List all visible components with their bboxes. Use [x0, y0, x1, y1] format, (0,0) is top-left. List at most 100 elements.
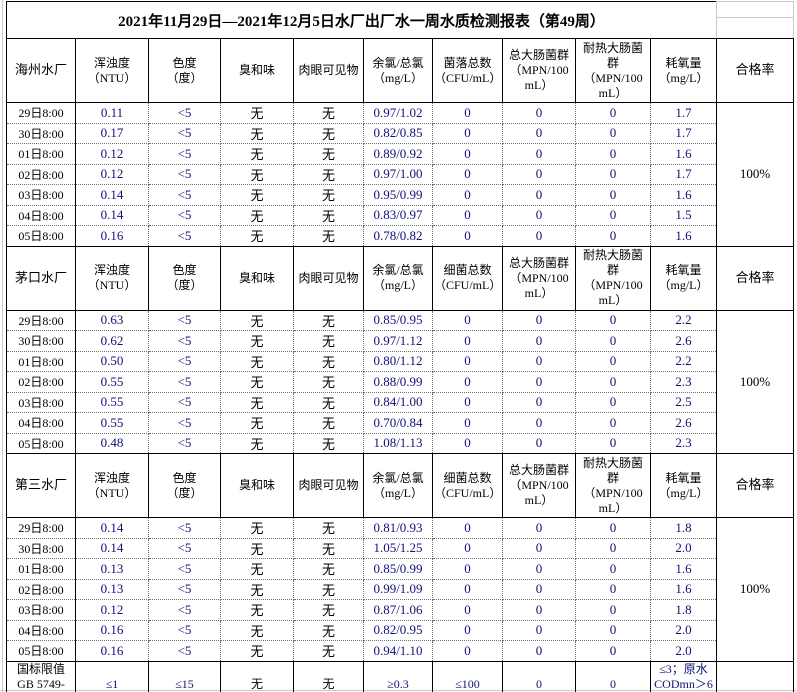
value-cell: 0.16 — [75, 225, 149, 247]
value-cell: 无 — [220, 163, 294, 185]
value-cell: 无 — [293, 143, 364, 165]
value-cell: 0.12 — [75, 599, 149, 621]
table-row: 03日8:00 0.12 <5 无无 0.87/1.06 0 0 0 1.8 — [6, 599, 794, 621]
value-cell: 0 — [575, 517, 651, 539]
value-cell: 0 — [432, 578, 503, 600]
value-cell: 无 — [293, 599, 364, 621]
value-cell: 0.95/0.99 — [363, 184, 433, 206]
table-row: 01日8:00 0.50 <5 无无 0.80/1.12 0 0 0 2.2 — [6, 350, 794, 372]
value-cell: 0.13 — [75, 578, 149, 600]
table-row: 04日8:00 0.14 <5 无无 0.83/0.97 0 0 0 1.5 — [6, 204, 794, 226]
value-cell: 无 — [220, 122, 294, 144]
column-header: 色度 （度） — [148, 38, 221, 103]
value-cell: 0.16 — [75, 619, 149, 641]
limit-value-cell: ≤1 — [75, 660, 149, 692]
time-cell: 29日8:00 — [6, 309, 76, 331]
left-gridline — [2, 0, 3, 692]
value-cell: 0.12 — [75, 163, 149, 185]
value-cell: 1.6 — [650, 184, 717, 206]
value-cell: 无 — [220, 432, 294, 454]
section-header-row: 茅口水厂 浑浊度 （NTU） 色度 （度） 臭和味 肉眼可见物 余氯/总氯 （mg/L）细… — [6, 245, 794, 311]
value-cell: 0 — [575, 143, 651, 165]
column-header: 菌落总数 （CFU/mL） — [432, 38, 503, 103]
corner-gridline — [717, 17, 793, 18]
value-cell: 1.6 — [650, 143, 717, 165]
value-cell: 无 — [293, 309, 364, 331]
value-cell: 0 — [432, 122, 503, 144]
value-cell: 1.6 — [650, 578, 717, 600]
table-row: 29日8:00 0.14 <5 无无 0.81/0.93 0 0 0 1.8 100% — [6, 517, 794, 662]
value-cell: <5 — [148, 309, 221, 331]
value-cell: 0 — [575, 122, 651, 144]
time-cell: 02日8:00 — [6, 371, 76, 393]
value-cell: 0.14 — [75, 537, 149, 559]
value-cell: 0 — [575, 640, 651, 662]
value-cell: 无 — [293, 371, 364, 393]
value-cell: 0 — [502, 640, 576, 662]
value-cell: 2.3 — [650, 371, 717, 393]
value-cell: 0 — [575, 163, 651, 185]
column-header: 肉眼可见物 — [293, 453, 364, 518]
value-cell: 无 — [293, 184, 364, 206]
value-cell: <5 — [148, 517, 221, 539]
value-cell: 0 — [502, 371, 576, 393]
table-row: 05日8:00 0.48 <5 无无 1.08/1.13 0 0 0 2.3 — [6, 432, 794, 454]
value-cell: 0 — [502, 517, 576, 539]
column-header: 色度 （度） — [148, 453, 221, 518]
column-header: 浑浊度 （NTU） — [75, 453, 149, 518]
value-cell: 0 — [432, 619, 503, 641]
value-cell: <5 — [148, 640, 221, 662]
value-cell: 无 — [220, 204, 294, 226]
time-cell: 03日8:00 — [6, 184, 76, 206]
value-cell: 0 — [432, 163, 503, 185]
value-cell: 0 — [575, 599, 651, 621]
value-cell: 0 — [502, 537, 576, 559]
value-cell: 无 — [220, 184, 294, 206]
column-header: 余氯/总氯 （mg/L） — [363, 453, 433, 518]
value-cell: 1.6 — [650, 558, 717, 580]
value-cell: 0.14 — [75, 517, 149, 539]
value-cell: <5 — [148, 204, 221, 226]
value-cell: 1.7 — [650, 102, 717, 124]
value-cell: 0.55 — [75, 371, 149, 393]
plant-name: 茅口水厂 — [6, 245, 76, 311]
limit-value-cell: 0 — [575, 660, 651, 692]
value-cell: 0 — [432, 391, 503, 413]
value-cell: 1.8 — [650, 599, 717, 621]
column-header: 耐热大肠菌 群 （MPN/100 mL） — [575, 245, 651, 311]
value-cell: 0.97/1.12 — [363, 330, 433, 352]
value-cell: 0 — [432, 517, 503, 539]
value-cell: 0 — [432, 204, 503, 226]
time-cell: 04日8:00 — [6, 204, 76, 226]
column-header: 臭和味 — [220, 38, 294, 103]
value-cell: 0 — [502, 225, 576, 247]
value-cell: 无 — [293, 163, 364, 185]
time-cell: 04日8:00 — [6, 619, 76, 641]
section-header-row: 第三水厂 浑浊度 （NTU） 色度 （度） 臭和味 肉眼可见物 余氯/总氯 （mg/L）细… — [6, 453, 794, 518]
value-cell: 0.97/1.00 — [363, 163, 433, 185]
value-cell: 0 — [575, 537, 651, 559]
value-cell: 0 — [432, 184, 503, 206]
time-cell: 30日8:00 — [6, 330, 76, 352]
value-cell: 0.16 — [75, 640, 149, 662]
value-cell: 0 — [502, 391, 576, 413]
limit-value-cell: ≥0.3 — [363, 660, 433, 692]
value-cell: <5 — [148, 163, 221, 185]
value-cell: 0 — [575, 619, 651, 641]
value-cell: 无 — [293, 640, 364, 662]
value-cell: 无 — [220, 558, 294, 580]
value-cell: 0 — [432, 143, 503, 165]
value-cell: 0 — [432, 640, 503, 662]
value-cell: <5 — [148, 391, 221, 413]
table-row: 05日8:00 0.16 <5 无无 0.78/0.82 0 0 0 1.6 — [6, 225, 794, 247]
value-cell: 0 — [502, 619, 576, 641]
value-cell: 0.70/0.84 — [363, 412, 433, 434]
value-cell: 0.81/0.93 — [363, 517, 433, 539]
value-cell: 1.05/1.25 — [363, 537, 433, 559]
value-cell: 无 — [293, 102, 364, 124]
value-cell: 无 — [220, 537, 294, 559]
column-header: 总大肠菌群 （MPN/100 mL） — [502, 453, 576, 518]
value-cell: 2.0 — [650, 640, 717, 662]
limit-value-cell: ≤15 — [148, 660, 221, 692]
time-cell: 02日8:00 — [6, 163, 76, 185]
